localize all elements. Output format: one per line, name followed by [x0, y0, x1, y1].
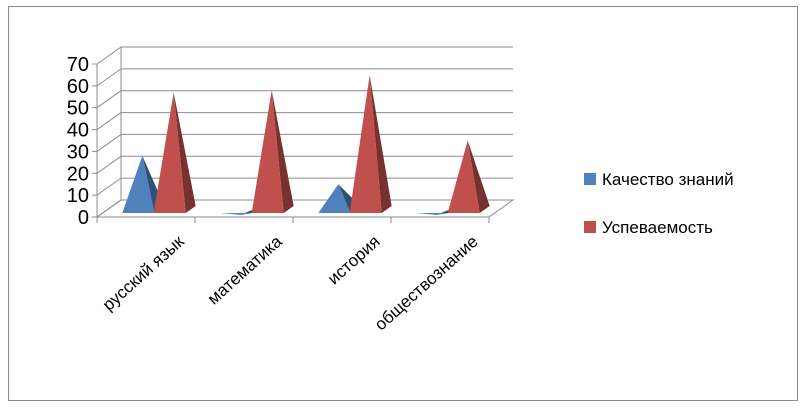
y-tick-label: 20 [67, 163, 89, 185]
legend-label: Успеваемость [602, 218, 713, 237]
y-tick-label: 40 [67, 120, 89, 142]
gridline-side [96, 90, 122, 109]
category-label: математика [204, 231, 286, 308]
legend-label: Качество знаний [602, 170, 734, 189]
category-label: история [324, 232, 384, 288]
category-label: русский язык [99, 231, 188, 314]
bar-progress-3 [447, 140, 490, 213]
bar-progress-2 [349, 74, 392, 213]
gridline-side [96, 199, 122, 218]
gridline-side [96, 46, 122, 65]
y-tick-label: 10 [67, 185, 89, 207]
y-tick-label: 50 [67, 98, 89, 120]
category-label: обществознание [371, 232, 482, 334]
y-tick-label: 0 [78, 207, 89, 229]
gridline-side [96, 177, 122, 196]
legend-swatch [584, 221, 596, 233]
gridline-side [96, 155, 122, 174]
y-tick-label: 70 [67, 54, 89, 76]
bar-quality-1 [220, 206, 263, 215]
chart-marks [122, 74, 490, 215]
bar-progress-0 [153, 92, 196, 213]
gridline-side [96, 134, 122, 152]
legend-swatch [584, 173, 596, 185]
gridline-side [96, 68, 122, 87]
chart-frame: 0 10 20 30 40 50 60 70 русский язык математика ис… [8, 6, 798, 401]
y-tick-label: 30 [67, 141, 89, 163]
bar-progress-1 [251, 90, 294, 213]
legend: Качество знаний Успеваемость [584, 170, 734, 237]
bar-quality-3 [416, 206, 459, 215]
x-axis-categories: русский язык математика историяобществозна… [96, 217, 490, 334]
y-tick-label: 60 [67, 76, 89, 98]
gridline-side [96, 112, 122, 130]
